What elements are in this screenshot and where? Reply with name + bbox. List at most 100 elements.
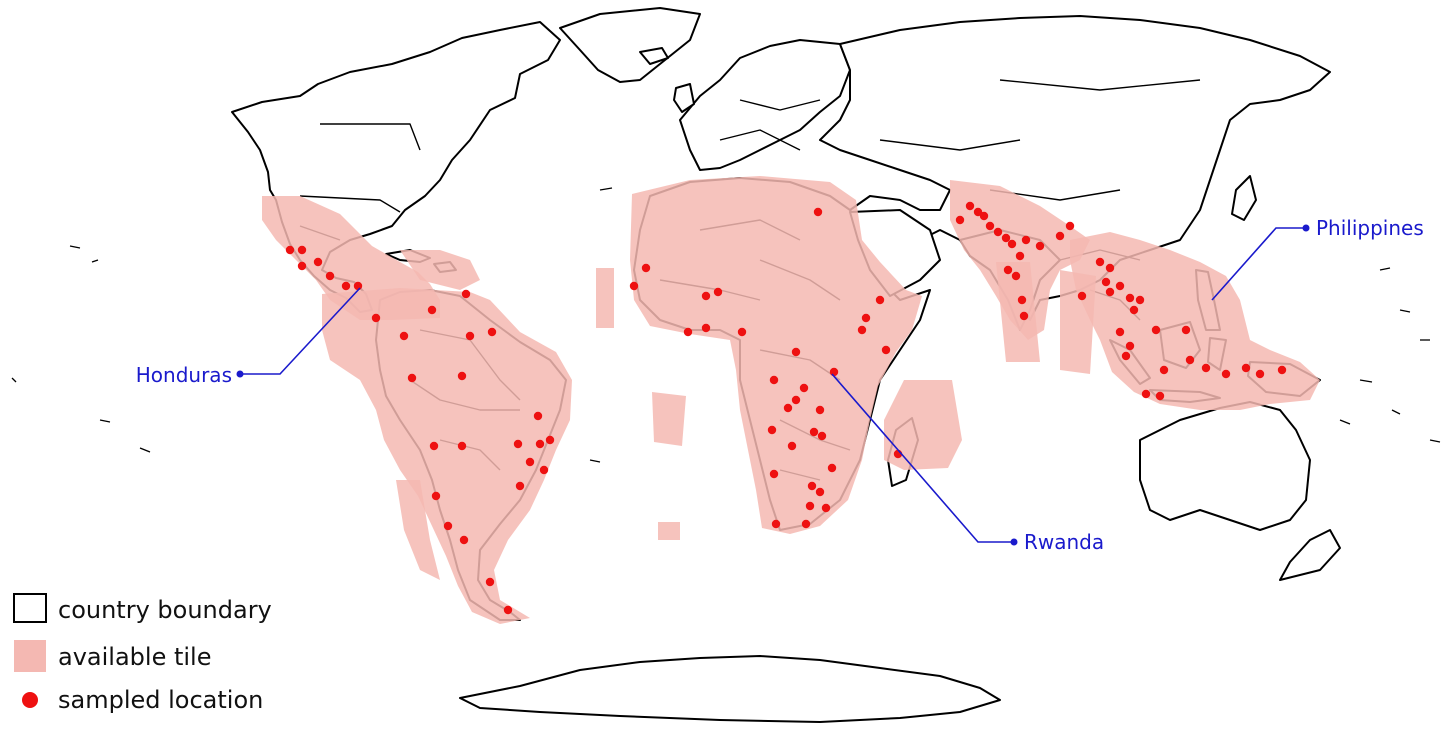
sampled-location-dot (485, 577, 495, 587)
callout-honduras-dot (236, 370, 244, 378)
sampled-location-dot (1135, 295, 1145, 305)
sampled-location-dot (459, 535, 469, 545)
tile-indian-ocean-west (996, 262, 1040, 362)
sampled-location-dot (807, 481, 817, 491)
sampled-location-dot (545, 435, 555, 445)
sampled-location-dot (1055, 231, 1065, 241)
sampled-location-dot (737, 327, 747, 337)
callout-philippines-label: Philippines (1316, 216, 1424, 240)
land-australia (1139, 401, 1311, 531)
sampled-location-dot (861, 313, 871, 323)
sampled-location-dot (813, 207, 823, 217)
callout-honduras: Honduras (136, 287, 361, 387)
tile-madagascar (884, 380, 962, 470)
sampled-location-dot (1065, 221, 1075, 231)
sampled-location-dot (487, 327, 497, 337)
sampled-location-dot (801, 519, 811, 529)
sampled-location-dot (979, 211, 989, 221)
callout-rwanda-label: Rwanda (1024, 530, 1104, 554)
sampled-location-dot (1151, 325, 1161, 335)
sampled-location-dot (701, 323, 711, 333)
sampled-location-dot (457, 441, 467, 451)
sampled-location-dot (1105, 287, 1115, 297)
sampled-locations (285, 201, 1287, 615)
land-iceland (639, 47, 669, 65)
sampled-location-dot (1277, 365, 1287, 375)
land-greenland (559, 7, 701, 83)
sampled-location-dot (1021, 235, 1031, 245)
sampled-location-dot (535, 439, 545, 449)
sampled-location-dot (629, 281, 639, 291)
sampled-location-dot (809, 427, 819, 437)
callout-honduras-label: Honduras (136, 363, 232, 387)
tile-southeast-asia (1070, 232, 1320, 410)
sampled-location-dot (371, 313, 381, 323)
legend-sampled-location-label: sampled location (58, 686, 263, 714)
sampled-location-dot (399, 331, 409, 341)
sampled-location-dot (713, 287, 723, 297)
sampled-location-dot (297, 261, 307, 271)
tile-south-america-west (396, 480, 440, 580)
sampled-location-dot (993, 227, 1003, 237)
sampled-location-dot (1115, 327, 1125, 337)
sampled-location-dot (1125, 341, 1135, 351)
sampled-location-dot (1129, 305, 1139, 315)
sampled-location-dot (857, 325, 867, 335)
sampled-location-dot (1141, 389, 1151, 399)
land-europe (679, 39, 851, 171)
sampled-location-dot (827, 463, 837, 473)
sampled-location-dot (297, 245, 307, 255)
sampled-location-dot (1077, 291, 1087, 301)
small-islands (11, 187, 1441, 463)
sampled-location-dot (1221, 369, 1231, 379)
legend-available-tile-label: available tile (58, 643, 211, 671)
sampled-location-dot (1155, 391, 1165, 401)
sampled-location-dot (525, 457, 535, 467)
sampled-location-dot (815, 405, 825, 415)
sampled-location-dot (503, 605, 513, 615)
tile-africa-west-sliver (596, 268, 614, 328)
sampled-location-dot (787, 441, 797, 451)
sampled-location-dot (465, 331, 475, 341)
sampled-location-dot (641, 263, 651, 273)
sampled-location-dot (805, 501, 815, 511)
sampled-location-dot (1105, 263, 1115, 273)
legend-country-boundary-label: country boundary (58, 596, 272, 624)
sampled-location-dot (955, 215, 965, 225)
tile-indian-ocean-east (1060, 270, 1096, 374)
land-british-isles (673, 83, 695, 113)
land-new-zealand (1279, 529, 1341, 581)
sampled-location-dot (683, 327, 693, 337)
sampled-location-dot (539, 465, 549, 475)
legend-sampled-location-dot (22, 692, 38, 708)
sampled-location-dot (829, 367, 839, 377)
sampled-location-dot (821, 503, 831, 513)
sampled-location-dot (1017, 295, 1027, 305)
sampled-location-dot (1035, 241, 1045, 251)
sampled-location-dot (1003, 265, 1013, 275)
legend-available-tile-swatch (14, 640, 46, 672)
sampled-location-dot (771, 519, 781, 529)
sampled-location-dot (461, 289, 471, 299)
sampled-location-dot (1015, 251, 1025, 261)
sampled-location-dot (325, 271, 335, 281)
sampled-location-dot (429, 441, 439, 451)
sampled-location-dot (965, 201, 975, 211)
sampled-location-dot (817, 431, 827, 441)
sampled-location-dot (985, 221, 995, 231)
sampled-location-dot (457, 371, 467, 381)
sampled-location-dot (1101, 277, 1111, 287)
land-japan (1231, 175, 1257, 221)
sampled-location-dot (1159, 365, 1169, 375)
sampled-location-dot (875, 295, 885, 305)
land-antarctica (459, 655, 1001, 723)
sampled-location-dot (313, 257, 323, 267)
sampled-location-dot (783, 403, 793, 413)
sampled-location-dot (1001, 233, 1011, 243)
sampled-location-dot (881, 345, 891, 355)
sampled-location-dot (791, 395, 801, 405)
sampled-location-dot (427, 305, 437, 315)
sampled-location-dot (1181, 325, 1191, 335)
sampled-location-dot (701, 291, 711, 301)
